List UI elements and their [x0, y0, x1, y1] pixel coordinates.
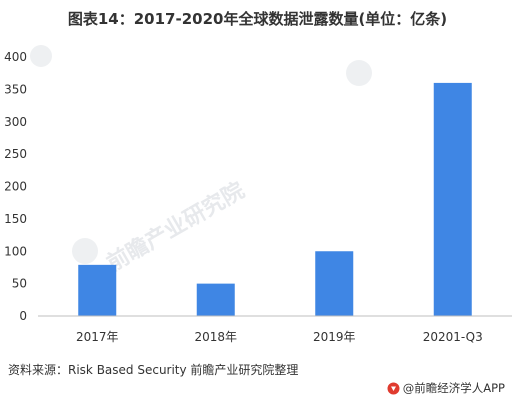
y-axis-ticks: 0 50 100 150 200 250 300 350 400	[4, 50, 27, 323]
y-tick-label: 150	[4, 212, 27, 226]
y-tick-label: 300	[4, 115, 27, 129]
y-tick-label: 400	[4, 50, 27, 64]
y-tick-label: 250	[4, 147, 27, 161]
bar	[78, 264, 117, 316]
x-tick-label: 2017年	[76, 330, 119, 344]
y-tick-label: 100	[4, 244, 27, 258]
x-tick-label: 2018年	[194, 330, 237, 344]
bar-chart: 0 50 100 150 200 250 300 350 400 2017年 2018年 2019年…	[4, 50, 512, 344]
bar	[315, 251, 354, 316]
brand-label: @前瞻经济学人APP	[402, 381, 505, 395]
bar	[433, 82, 472, 317]
y-tick-label: 200	[4, 180, 27, 194]
bars	[78, 82, 472, 317]
source-note: 资料来源：Risk Based Security 前瞻产业研究院整理	[8, 363, 299, 377]
bar	[196, 283, 235, 316]
x-tick-label: 20201-Q3	[423, 330, 483, 344]
footer: 资料来源：Risk Based Security 前瞻产业研究院整理 @前瞻经济…	[0, 349, 515, 401]
x-tick-label: 2019年	[313, 330, 356, 344]
chart-title: 图表14：2017-2020年全球数据泄露数量(单位：亿条)	[67, 10, 448, 28]
brand-credit: @前瞻经济学人APP	[387, 380, 505, 396]
y-tick-label: 0	[19, 309, 27, 323]
brand-logo-icon	[387, 382, 400, 394]
y-tick-label: 350	[4, 82, 27, 96]
y-tick-label: 50	[12, 277, 27, 291]
x-axis-ticks: 2017年 2018年 2019年 20201-Q3	[76, 330, 483, 344]
